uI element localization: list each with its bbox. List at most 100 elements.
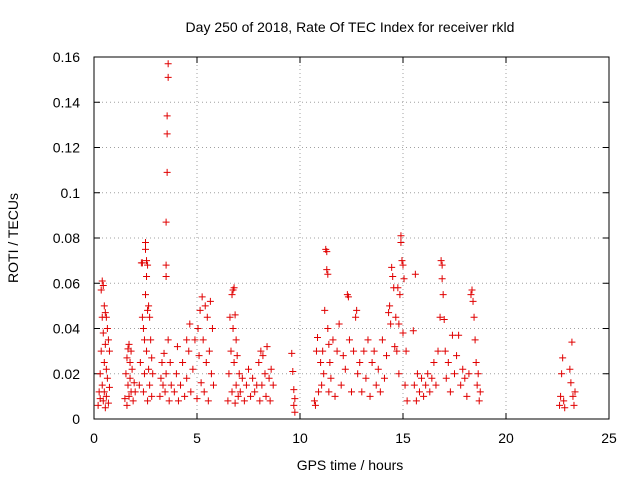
data-point (389, 272, 397, 280)
y-tick-label: 0.02 (53, 366, 80, 382)
data-point (290, 386, 298, 394)
data-point (99, 397, 107, 405)
y-tick-label: 0.16 (53, 49, 80, 65)
data-point (561, 404, 569, 412)
data-point (191, 336, 199, 344)
data-point (438, 261, 446, 269)
data-point (267, 365, 275, 373)
data-point (428, 374, 436, 382)
data-point (469, 297, 477, 305)
data-point (105, 347, 113, 355)
data-point (319, 347, 327, 355)
data-point (97, 347, 105, 355)
data-point (138, 259, 146, 267)
data-point (291, 395, 299, 403)
data-point (420, 392, 428, 400)
data-point (209, 381, 217, 389)
data-point (143, 257, 151, 265)
data-point (146, 381, 154, 389)
data-point (142, 291, 149, 299)
data-point (166, 358, 174, 366)
data-point (448, 331, 456, 339)
data-point (195, 352, 203, 360)
y-axis-label: ROTI / TECUs (5, 193, 21, 283)
data-point (374, 365, 382, 373)
data-point (269, 381, 277, 389)
data-point (399, 329, 407, 337)
data-point (144, 261, 152, 269)
data-point (101, 309, 109, 317)
data-point (321, 306, 329, 314)
y-tick-label: 0.06 (53, 275, 80, 291)
data-point (430, 358, 438, 366)
data-point (291, 408, 299, 416)
data-point (470, 313, 478, 321)
data-point (325, 388, 333, 396)
data-point (238, 374, 246, 382)
data-point (476, 388, 484, 396)
data-point (162, 261, 170, 269)
data-point (399, 261, 407, 269)
data-point (380, 374, 388, 382)
data-point (368, 358, 376, 366)
data-point (437, 257, 445, 265)
data-point (247, 392, 255, 400)
x-tick-label: 0 (90, 430, 98, 446)
data-point (362, 374, 370, 382)
data-point (397, 239, 405, 247)
data-point (201, 302, 209, 310)
data-point (99, 282, 107, 290)
y-tick-label: 0.08 (53, 230, 80, 246)
data-point (455, 331, 463, 339)
data-point (97, 286, 105, 294)
data-point (203, 313, 211, 321)
data-point (189, 365, 197, 373)
data-point (467, 291, 475, 299)
data-point (206, 297, 214, 305)
data-point (463, 392, 471, 400)
data-point (557, 392, 565, 400)
data-point (135, 381, 143, 389)
data-point (163, 130, 171, 138)
data-point (558, 370, 566, 378)
data-point (426, 388, 434, 396)
data-point (251, 388, 259, 396)
data-point (163, 168, 171, 176)
data-point (136, 358, 144, 366)
data-point (432, 381, 440, 389)
data-point (360, 347, 368, 355)
data-point (245, 365, 252, 373)
data-point (444, 358, 452, 366)
data-point (326, 358, 334, 366)
data-point (442, 374, 450, 382)
data-point (146, 313, 154, 321)
data-point (391, 343, 399, 351)
data-point (236, 388, 244, 396)
data-point (397, 232, 405, 240)
data-point (259, 352, 267, 360)
data-point (224, 397, 232, 405)
data-point (441, 347, 449, 355)
data-point (226, 313, 234, 321)
data-point (235, 370, 243, 378)
data-point (164, 73, 172, 81)
data-point (472, 358, 480, 366)
data-point (123, 401, 131, 409)
data-point (148, 354, 156, 362)
data-point (366, 392, 374, 400)
data-point (249, 374, 257, 382)
data-point (230, 358, 238, 366)
data-point (413, 370, 421, 378)
data-point (228, 388, 236, 396)
data-point (314, 334, 322, 342)
data-point (386, 302, 394, 310)
x-axis-label: GPS time / hours (297, 457, 404, 473)
data-point (418, 374, 426, 382)
plot-frame (93, 56, 610, 420)
x-tick-label: 5 (193, 430, 201, 446)
data-point (96, 370, 104, 378)
data-point (140, 370, 148, 378)
data-point (100, 302, 108, 310)
data-point (560, 397, 568, 405)
data-point (468, 286, 476, 294)
